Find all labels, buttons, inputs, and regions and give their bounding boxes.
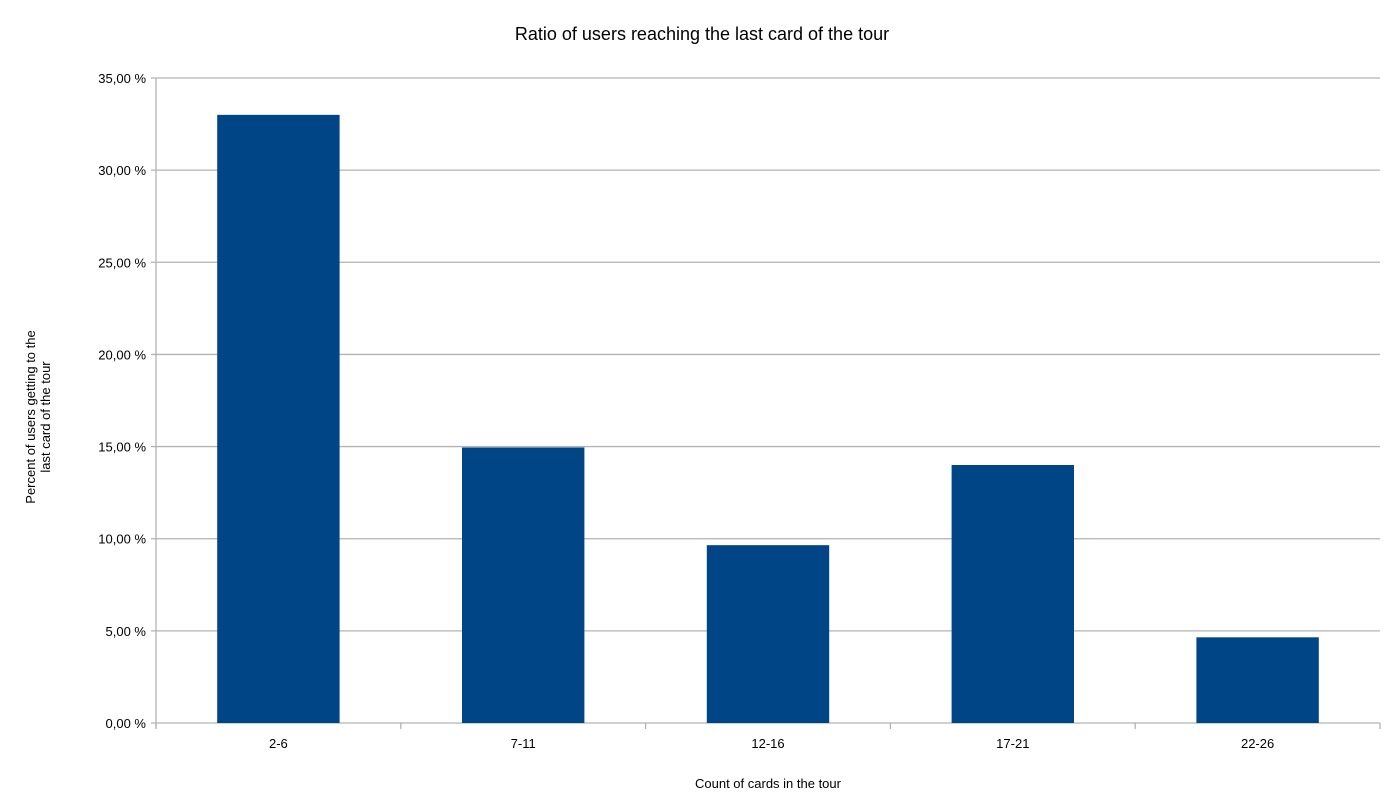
y-tick-label: 30,00 % <box>98 163 146 178</box>
y-tick-label: 5,00 % <box>106 624 147 639</box>
bar-2-6 <box>217 114 340 724</box>
bar-7-11 <box>462 447 585 723</box>
x-tick-label: 17-21 <box>996 736 1029 751</box>
y-axis-label-line2: last card of the tour <box>38 361 53 473</box>
y-tick-label: 25,00 % <box>98 255 146 270</box>
x-tick-label: 22-26 <box>1241 736 1274 751</box>
bar-12-16 <box>706 545 830 723</box>
bar-22-26 <box>1196 637 1319 723</box>
bar-17-21 <box>951 465 1074 723</box>
y-tick-label: 35,00 % <box>98 71 146 86</box>
y-axis-label-line1: Percent of users getting to the <box>23 330 38 503</box>
x-axis-label: Count of cards in the tour <box>695 776 842 791</box>
chart-title: Ratio of users reaching the last card of… <box>515 24 889 44</box>
x-tick-label: 7-11 <box>511 736 536 751</box>
y-tick-label: 15,00 % <box>98 440 146 455</box>
y-tick-label: 0,00 % <box>106 716 147 731</box>
y-tick-label: 10,00 % <box>98 532 146 547</box>
x-tick-label: 2-6 <box>269 736 288 751</box>
x-tick-label: 12-16 <box>751 736 784 751</box>
y-tick-label: 20,00 % <box>98 347 146 362</box>
